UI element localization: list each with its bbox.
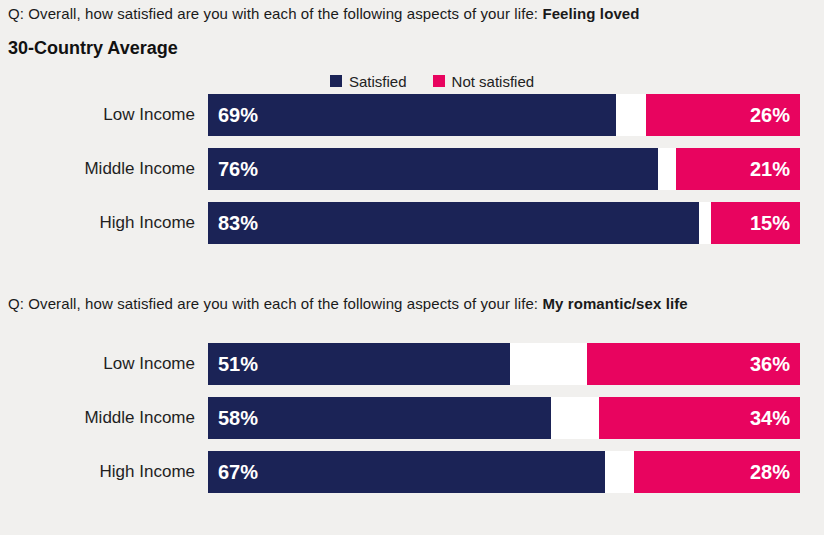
income-group-label: Low Income (0, 94, 208, 136)
chart-row: Low Income69% 26% (0, 94, 824, 136)
satisfied-bar: 76% (208, 148, 658, 190)
bar-track: 58% 34% (208, 397, 800, 439)
not-satisfied-bar: 34% (599, 397, 800, 439)
legend-satisfied-label: Satisfied (349, 73, 407, 90)
chart-row: Middle Income76% 21% (0, 148, 824, 190)
chart-row: High Income67% 28% (0, 451, 824, 493)
question-2-prefix: Q: Overall, how satisfied are you with e… (8, 295, 542, 312)
satisfied-bar: 83% (208, 202, 699, 244)
chart-feeling-loved: Low Income69% 26% Middle Income76% 21% High … (0, 94, 824, 244)
bar-track: 83% 15% (208, 202, 800, 244)
not-satisfied-swatch-icon (433, 75, 445, 87)
chart-row: Middle Income58% 34% (0, 397, 824, 439)
legend-not-satisfied-label: Not satisfied (452, 73, 535, 90)
question-1: Q: Overall, how satisfied are you with e… (8, 5, 824, 23)
chart-subtitle: 30-Country Average (8, 38, 824, 59)
satisfied-bar: 51% (208, 343, 510, 385)
legend-item-satisfied: Satisfied (330, 73, 407, 90)
income-group-label: High Income (0, 202, 208, 244)
satisfied-swatch-icon (330, 75, 342, 87)
question-2-topic: My romantic/sex life (542, 295, 687, 312)
bar-track: 69% 26% (208, 94, 800, 136)
not-satisfied-bar: 21% (676, 148, 800, 190)
chart-row: Low Income51% 36% (0, 343, 824, 385)
income-group-label: Middle Income (0, 148, 208, 190)
bar-track: 51% 36% (208, 343, 800, 385)
question-1-topic: Feeling loved (542, 5, 639, 22)
not-satisfied-bar: 15% (711, 202, 800, 244)
satisfied-bar: 67% (208, 451, 605, 493)
bar-track: 67% 28% (208, 451, 800, 493)
income-group-label: High Income (0, 451, 208, 493)
not-satisfied-bar: 26% (646, 94, 800, 136)
income-group-label: Middle Income (0, 397, 208, 439)
legend-item-not-satisfied: Not satisfied (433, 73, 535, 90)
chart-row: High Income83% 15% (0, 202, 824, 244)
satisfied-bar: 58% (208, 397, 551, 439)
satisfied-bar: 69% (208, 94, 616, 136)
question-2: Q: Overall, how satisfied are you with e… (8, 295, 824, 313)
not-satisfied-bar: 36% (587, 343, 800, 385)
income-group-label: Low Income (0, 343, 208, 385)
chart-romantic-sex-life: Low Income51% 36% Middle Income58% 34% High … (0, 343, 824, 493)
bar-track: 76% 21% (208, 148, 800, 190)
not-satisfied-bar: 28% (634, 451, 800, 493)
chart-legend: Satisfied Not satisfied (330, 73, 824, 89)
question-1-prefix: Q: Overall, how satisfied are you with e… (8, 5, 542, 22)
